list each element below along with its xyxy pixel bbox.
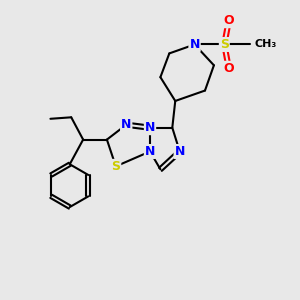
- Text: N: N: [189, 38, 200, 51]
- Text: N: N: [121, 118, 131, 131]
- Text: S: S: [220, 38, 229, 51]
- Text: N: N: [145, 121, 155, 134]
- Text: O: O: [224, 14, 234, 27]
- Text: S: S: [111, 160, 120, 173]
- Text: N: N: [145, 145, 155, 158]
- Text: N: N: [175, 145, 185, 158]
- Text: CH₃: CH₃: [254, 40, 276, 50]
- Text: O: O: [224, 62, 234, 75]
